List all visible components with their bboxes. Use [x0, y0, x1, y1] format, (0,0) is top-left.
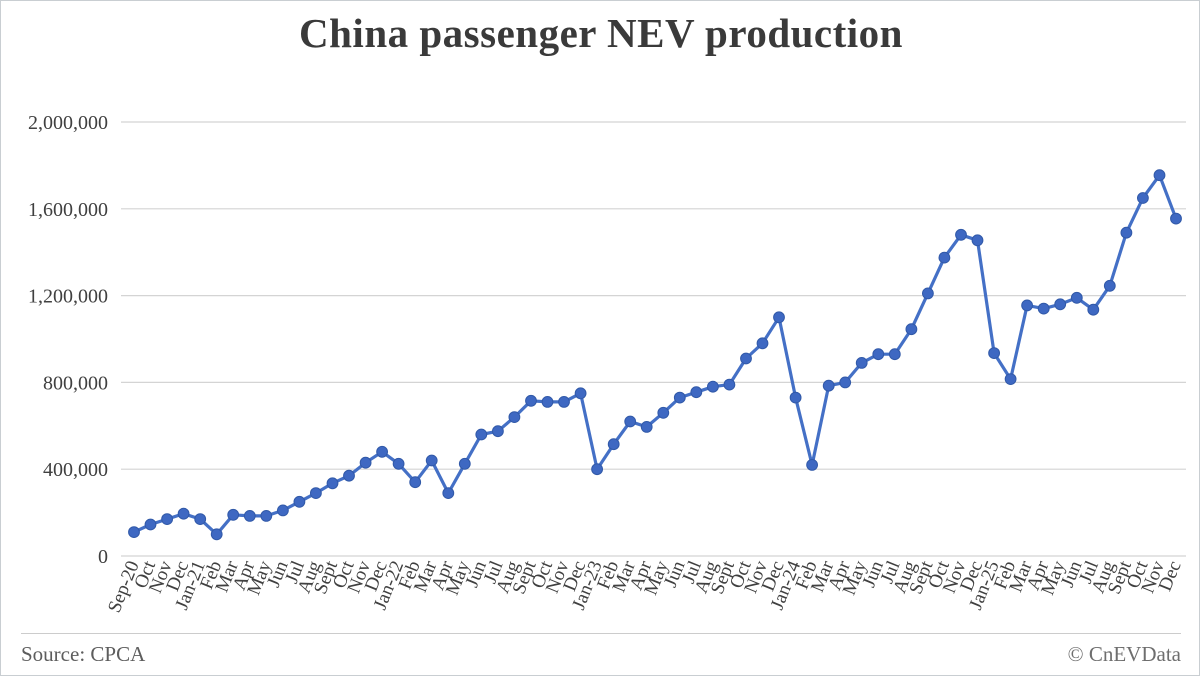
data-point: [905, 323, 918, 336]
y-tick-label: 1,600,000: [28, 199, 108, 221]
copyright-label: © CnEVData: [1067, 642, 1181, 666]
data-point: [1103, 279, 1116, 292]
data-point: [541, 396, 554, 408]
data-point: [392, 457, 405, 470]
data-point: [326, 477, 339, 490]
data-point: [723, 378, 736, 391]
y-tick-label: 800,000: [43, 372, 108, 394]
data-point: [177, 507, 190, 520]
data-point: [343, 469, 355, 482]
y-tick-label: 0: [98, 546, 108, 568]
data-point: [210, 528, 223, 541]
data-point: [922, 287, 934, 300]
data-point: [128, 526, 140, 538]
data-point: [1070, 291, 1083, 304]
data-point: [458, 457, 471, 470]
data-point: [822, 379, 835, 392]
data-point: [508, 411, 521, 424]
data-point: [144, 518, 157, 531]
data-point: [1087, 303, 1100, 316]
data-point: [624, 415, 637, 428]
data-point: [707, 380, 719, 393]
data-point: [657, 406, 670, 419]
data-point: [227, 508, 240, 521]
data-point: [971, 234, 984, 247]
data-point: [855, 357, 868, 369]
data-point: [243, 510, 256, 522]
data-point: [574, 387, 587, 400]
data-point: [1037, 302, 1050, 315]
data-point: [872, 348, 885, 361]
y-tick-label: 400,000: [43, 459, 108, 481]
data-point: [492, 425, 504, 438]
data-point: [161, 513, 174, 525]
chart-footer: Source: CPCA © CnEVData: [21, 633, 1181, 675]
data-point: [1120, 226, 1133, 239]
data-point: [690, 386, 703, 399]
data-point: [558, 396, 570, 408]
chart-title: China passenger NEV production: [299, 10, 903, 56]
data-point: [938, 251, 951, 264]
y-tick-label: 2,000,000: [28, 112, 108, 134]
data-point: [839, 376, 852, 389]
data-point: [1137, 192, 1149, 204]
data-point: [442, 487, 455, 500]
y-tick-label: 1,200,000: [28, 286, 108, 308]
data-point: [525, 394, 537, 407]
data-point: [293, 495, 306, 508]
data-point: [640, 421, 653, 433]
source-label: Source: CPCA: [21, 642, 146, 666]
data-point: [607, 438, 620, 451]
data-point: [756, 337, 769, 350]
data-point: [425, 454, 438, 467]
data-point: [310, 487, 322, 500]
data-point: [773, 311, 785, 324]
data-point: [591, 463, 603, 476]
data-point: [1021, 299, 1033, 312]
data-line: [132, 173, 1178, 536]
data-point: [376, 445, 389, 458]
data-point: [277, 504, 289, 517]
data-point: [1170, 212, 1182, 225]
data-point: [260, 510, 273, 522]
data-point: [194, 513, 207, 525]
data-point: [673, 391, 686, 404]
data-point: [955, 228, 967, 241]
data-point: [359, 456, 372, 469]
data-point: [740, 352, 752, 365]
data-point: [409, 476, 422, 489]
data-point: [806, 459, 818, 471]
data-point: [475, 428, 488, 441]
data-point: [1153, 169, 1166, 182]
data-point: [1004, 373, 1017, 386]
data-point: [888, 348, 901, 361]
data-point: [988, 347, 1000, 360]
data-point: [789, 391, 802, 404]
data-point: [1054, 298, 1067, 311]
